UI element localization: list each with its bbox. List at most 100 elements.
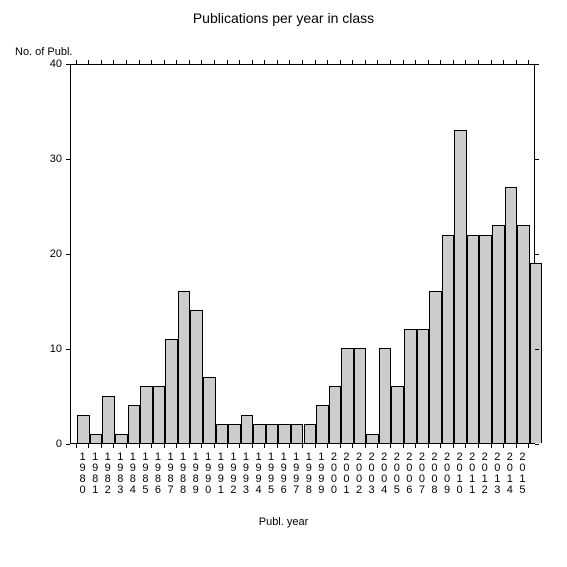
x-tick-label: 1980 [76, 452, 89, 496]
bar [278, 424, 291, 443]
bar [102, 396, 115, 443]
y-tick [535, 254, 539, 255]
x-tick-label: 2010 [453, 452, 466, 496]
x-tick [289, 444, 290, 448]
x-tick [277, 444, 278, 448]
y-tick-label: 40 [32, 58, 62, 70]
y-tick [535, 349, 539, 350]
x-tick [528, 444, 529, 448]
x-tick-label: 2009 [441, 452, 454, 496]
x-tick [516, 60, 517, 64]
y-tick [66, 159, 70, 160]
x-tick [491, 444, 492, 448]
x-tick [277, 60, 278, 64]
x-tick [201, 444, 202, 448]
x-tick [428, 60, 429, 64]
bar [190, 310, 203, 443]
bar [178, 291, 191, 443]
x-tick [176, 444, 177, 448]
chart-title: Publications per year in class [0, 10, 567, 26]
bar [492, 225, 505, 443]
x-tick-label: 2014 [504, 452, 517, 496]
x-tick [264, 60, 265, 64]
x-tick [239, 60, 240, 64]
x-tick [189, 60, 190, 64]
x-tick [252, 60, 253, 64]
bar [467, 235, 480, 443]
x-tick [340, 444, 341, 448]
x-tick [453, 444, 454, 448]
x-tick [478, 444, 479, 448]
bar [291, 424, 304, 443]
x-tick [453, 60, 454, 64]
bar [505, 187, 518, 443]
bar [517, 225, 530, 443]
y-tick [66, 254, 70, 255]
x-tick [516, 444, 517, 448]
x-tick-label: 2000 [328, 452, 341, 496]
x-tick [227, 444, 228, 448]
x-tick [227, 60, 228, 64]
x-tick [315, 60, 316, 64]
x-tick-label: 2006 [403, 452, 416, 496]
bar [329, 386, 342, 443]
x-tick-label: 2007 [416, 452, 429, 496]
x-tick [101, 60, 102, 64]
y-tick-label: 0 [32, 438, 62, 450]
x-tick [176, 60, 177, 64]
x-tick [315, 444, 316, 448]
bar [165, 339, 178, 443]
x-tick [365, 444, 366, 448]
x-tick [151, 444, 152, 448]
x-tick-label: 2002 [353, 452, 366, 496]
x-tick [289, 60, 290, 64]
x-tick [126, 444, 127, 448]
x-tick-label: 1985 [139, 452, 152, 496]
x-tick-label: 1982 [101, 452, 114, 496]
x-tick [403, 60, 404, 64]
bar [530, 263, 543, 443]
x-tick-label: 1998 [303, 452, 316, 496]
x-tick [352, 60, 353, 64]
y-tick-label: 10 [32, 343, 62, 355]
x-tick [503, 444, 504, 448]
x-tick [264, 444, 265, 448]
x-tick-label: 2001 [340, 452, 353, 496]
x-tick [214, 60, 215, 64]
x-tick [465, 444, 466, 448]
x-tick-label: 1981 [89, 452, 102, 496]
x-tick [201, 60, 202, 64]
y-axis-title: No. of Publ. [15, 46, 72, 58]
x-tick [302, 60, 303, 64]
bar [140, 386, 153, 443]
x-tick [478, 60, 479, 64]
x-tick [327, 60, 328, 64]
x-tick [88, 60, 89, 64]
x-tick-label: 1988 [177, 452, 190, 496]
y-tick [66, 444, 70, 445]
x-tick [503, 60, 504, 64]
x-tick [528, 60, 529, 64]
x-tick-label: 1991 [215, 452, 228, 496]
x-tick [377, 60, 378, 64]
x-tick-label: 2015 [516, 452, 529, 496]
x-tick [76, 444, 77, 448]
x-tick-label: 2012 [478, 452, 491, 496]
x-tick [340, 60, 341, 64]
x-tick-label: 2011 [466, 452, 479, 496]
x-axis-title: Publ. year [0, 516, 567, 528]
bar [454, 130, 467, 443]
x-tick-label: 1993 [240, 452, 253, 496]
x-tick-label: 1990 [202, 452, 215, 496]
y-tick-label: 20 [32, 248, 62, 260]
x-tick-label: 1987 [164, 452, 177, 496]
x-tick [139, 444, 140, 448]
x-tick-label: 1997 [290, 452, 303, 496]
bar [203, 377, 216, 443]
y-tick [66, 64, 70, 65]
x-tick [465, 60, 466, 64]
bar [479, 235, 492, 443]
x-tick [151, 60, 152, 64]
bar [253, 424, 266, 443]
x-tick [113, 60, 114, 64]
